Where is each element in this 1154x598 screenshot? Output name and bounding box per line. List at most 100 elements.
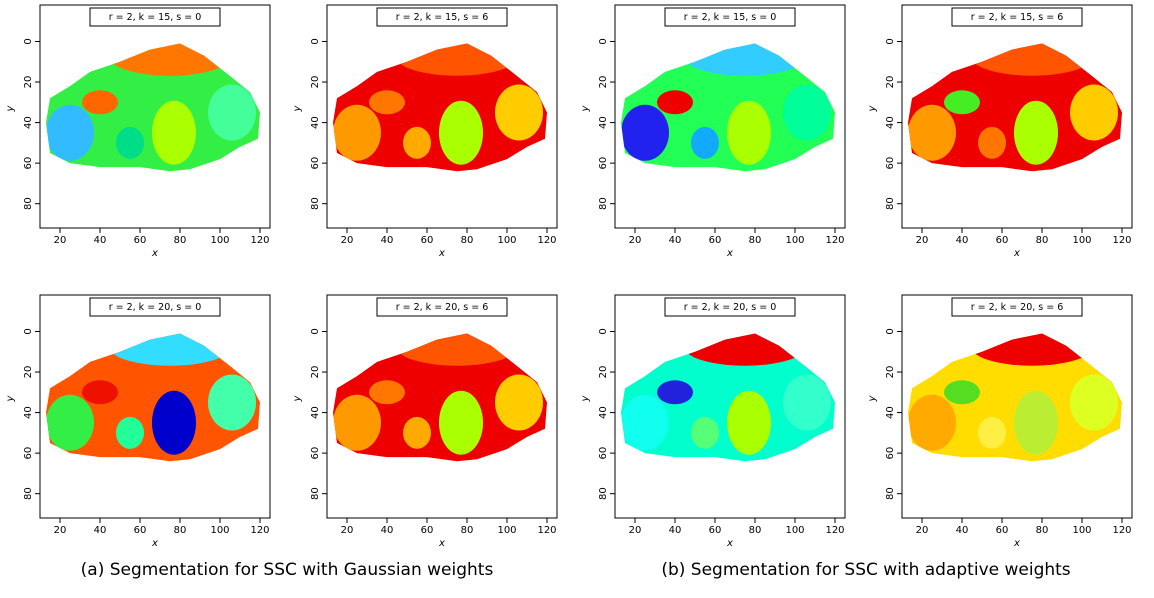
plot-frame: [901, 4, 1133, 229]
y-tick-label: 60: [310, 447, 321, 460]
y-tick-label: 40: [598, 406, 609, 419]
segment-region: [908, 43, 1122, 172]
segment-region: [783, 374, 831, 431]
panel: r = 2, k = 15, s = 6 20 40 60 80 100 120 0 20 40 6…: [867, 4, 1133, 259]
y-tick-label: 0: [310, 38, 321, 44]
panel: r = 2, k = 20, s = 0 20 40 60 80 100 120 0 20 40 6…: [580, 294, 846, 549]
x-tick-label: 20: [54, 525, 67, 536]
x-tick-label: 120: [825, 235, 844, 246]
x-tick-label: 60: [134, 235, 147, 246]
x-tick-label: 120: [250, 525, 269, 536]
x-tick-label: 100: [1072, 525, 1091, 536]
plot-frame: [39, 4, 271, 229]
x-tick-label: 60: [421, 235, 434, 246]
x-tick-label: 120: [537, 235, 556, 246]
y-axis-label: y: [5, 104, 16, 112]
segment-region: [972, 43, 1092, 76]
y-tick-label: 40: [885, 406, 896, 419]
title-box: [89, 7, 221, 27]
y-tick-label: 40: [23, 406, 34, 419]
title-box: [89, 297, 221, 317]
y-tick-label: 80: [23, 487, 34, 500]
x-tick-label: 20: [341, 235, 354, 246]
x-tick-label: 60: [709, 235, 722, 246]
segment-region: [727, 100, 771, 165]
title-box: [376, 7, 508, 27]
segment-region: [1014, 100, 1058, 165]
plot-frame: [39, 294, 271, 519]
x-tick-label: 40: [94, 235, 107, 246]
segment-region: [110, 43, 230, 76]
segment-region: [685, 43, 805, 76]
title-box: [951, 7, 1083, 27]
x-tick-label: 20: [341, 525, 354, 536]
x-tick-label: 20: [916, 235, 929, 246]
x-tick-label: 40: [94, 525, 107, 536]
panel: r = 2, k = 15, s = 0 20 40 60 80 100 120 0 20 40 6…: [5, 4, 271, 259]
x-tick-label: 120: [825, 525, 844, 536]
segment-region: [116, 416, 144, 449]
y-tick-label: 60: [885, 157, 896, 170]
panel: r = 2, k = 20, s = 6 20 40 60 80 100 120 0 20 40 6…: [292, 294, 558, 549]
plot-frame: [901, 294, 1133, 519]
y-tick-label: 40: [310, 406, 321, 419]
x-tick-label: 40: [669, 235, 682, 246]
panel-title: r = 2, k = 20, s = 0: [109, 302, 202, 313]
x-axis-label: x: [726, 538, 733, 549]
segment-region: [397, 43, 517, 76]
x-tick-label: 80: [461, 525, 474, 536]
segment-region: [908, 333, 1122, 462]
y-tick-label: 80: [310, 197, 321, 210]
segment-region: [685, 333, 805, 366]
segment-region: [46, 104, 94, 161]
y-tick-label: 0: [885, 38, 896, 44]
segment-region: [1070, 84, 1118, 141]
y-tick-label: 20: [310, 76, 321, 89]
y-tick-label: 60: [598, 157, 609, 170]
x-tick-label: 100: [785, 235, 804, 246]
x-axis-label: x: [151, 248, 158, 259]
caption: (a) Segmentation for SSC with Gaussian w…: [81, 560, 494, 580]
y-tick-label: 60: [885, 447, 896, 460]
x-tick-label: 40: [381, 525, 394, 536]
segment-region: [333, 333, 547, 462]
x-tick-label: 80: [1036, 525, 1049, 536]
x-tick-label: 100: [210, 525, 229, 536]
x-tick-label: 100: [497, 525, 516, 536]
x-tick-label: 60: [709, 525, 722, 536]
y-tick-label: 20: [310, 366, 321, 379]
x-tick-label: 60: [134, 525, 147, 536]
plot-frame: [326, 4, 558, 229]
segment-region: [110, 333, 230, 366]
segment-region: [621, 394, 669, 451]
y-tick-label: 20: [885, 366, 896, 379]
x-tick-label: 60: [421, 525, 434, 536]
x-tick-label: 80: [749, 235, 762, 246]
y-axis-label: y: [5, 394, 16, 402]
y-axis-label: y: [292, 394, 303, 402]
x-tick-label: 80: [1036, 235, 1049, 246]
x-axis-label: x: [151, 538, 158, 549]
panel-title: r = 2, k = 20, s = 0: [684, 302, 777, 313]
panel: r = 2, k = 15, s = 0 20 40 60 80 100 120 0 20 40 6…: [580, 4, 846, 259]
x-tick-label: 120: [537, 525, 556, 536]
x-tick-label: 60: [996, 235, 1009, 246]
segment-region: [495, 374, 543, 431]
panel: r = 2, k = 20, s = 6 20 40 60 80 100 120 0 20 40 6…: [867, 294, 1133, 549]
plot-frame: [614, 294, 846, 519]
y-tick-label: 80: [598, 197, 609, 210]
title-box: [664, 7, 796, 27]
x-axis-label: x: [1013, 538, 1020, 549]
y-tick-label: 60: [23, 447, 34, 460]
y-tick-label: 0: [885, 328, 896, 334]
segment-region: [944, 90, 980, 115]
y-tick-label: 40: [23, 116, 34, 129]
y-tick-label: 0: [23, 328, 34, 334]
y-tick-label: 40: [310, 116, 321, 129]
x-tick-label: 40: [956, 525, 969, 536]
y-tick-label: 60: [310, 157, 321, 170]
x-tick-label: 20: [54, 235, 67, 246]
y-tick-label: 20: [23, 366, 34, 379]
y-tick-label: 0: [598, 38, 609, 44]
y-tick-label: 80: [310, 487, 321, 500]
